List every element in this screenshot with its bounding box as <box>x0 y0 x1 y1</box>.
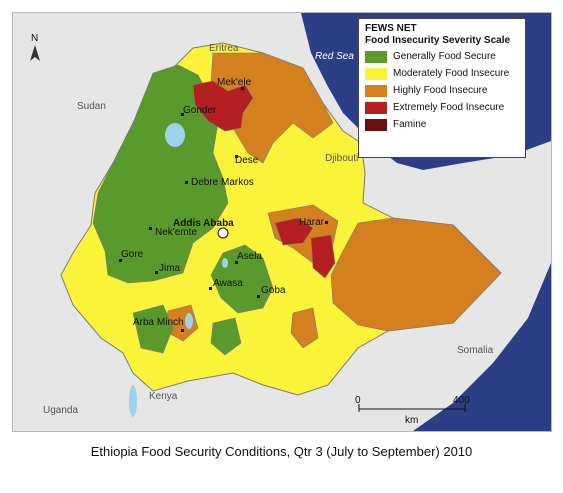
zone-extreme-east-b <box>310 234 336 279</box>
lake-abaya <box>185 313 193 329</box>
svg-text:Gore: Gore <box>121 249 144 260</box>
label-djibouti: Djibouti <box>325 153 358 164</box>
legend-swatch <box>365 101 387 114</box>
indian-ocean <box>413 263 551 431</box>
svg-text:N: N <box>31 33 38 44</box>
label-somalia: Somalia <box>457 345 494 356</box>
city-asela: Asela <box>235 251 262 264</box>
legend-label: Moderately Food Insecure <box>393 68 510 79</box>
legend: FEWS NET Food Insecurity Severity Scale … <box>358 18 526 158</box>
legend-swatch <box>365 84 387 97</box>
svg-text:Harar: Harar <box>299 217 325 228</box>
svg-text:0: 0 <box>355 395 361 406</box>
label-sudan: Sudan <box>77 101 106 112</box>
zone-highly-south <box>290 307 319 349</box>
zone-secure-minor <box>210 317 242 356</box>
legend-item: Extremely Food Insecure <box>365 100 519 115</box>
city-goba: Goba <box>257 285 286 298</box>
map-caption: Ethiopia Food Security Conditions, Qtr 3… <box>90 444 473 459</box>
zone-secure-southwest <box>132 304 174 354</box>
legend-title-line2: Food Insecurity Severity Scale <box>365 35 511 46</box>
svg-text:400: 400 <box>453 395 470 406</box>
svg-text:Goba: Goba <box>261 285 286 296</box>
svg-text:km: km <box>405 415 418 426</box>
label-uganda: Uganda <box>43 405 78 416</box>
city-mekele: Mek'ele <box>217 77 252 90</box>
legend-item: Famine <box>365 117 519 132</box>
svg-text:Gonder: Gonder <box>183 105 217 116</box>
legend-item: Highly Food Insecure <box>365 83 519 98</box>
legend-swatch <box>365 118 387 131</box>
lake-ziway <box>222 258 228 268</box>
label-eritrea: Eritrea <box>209 43 239 54</box>
lake-turkana <box>129 385 137 417</box>
city-awasa: Awasa <box>209 278 243 290</box>
zone-extreme-north <box>192 80 254 132</box>
label-kenya: Kenya <box>149 391 178 402</box>
legend-item: Generally Food Secure <box>365 49 519 64</box>
city-jima: Jima <box>155 263 181 274</box>
city-arba-minch: Arba Minch <box>133 317 184 332</box>
city-harar: Harar <box>299 217 328 228</box>
svg-text:Jima: Jima <box>159 263 181 274</box>
legend-label: Extremely Food Insecure <box>393 102 505 113</box>
lake-tana <box>165 123 185 147</box>
legend-swatch <box>365 67 387 80</box>
svg-text:Addis Ababa: Addis Ababa <box>173 218 234 229</box>
svg-text:Arba Minch: Arba Minch <box>133 317 184 328</box>
city-debre-markos: Debre Markos <box>185 177 254 188</box>
zone-highly-east <box>330 217 502 332</box>
city-gore: Gore <box>119 249 144 262</box>
city-dese: Dese <box>235 155 259 166</box>
legend-item: Moderately Food Insecure <box>365 66 519 81</box>
legend-label: Highly Food Insecure <box>393 85 488 96</box>
city-addis-ababa: Addis Ababa <box>173 218 234 239</box>
north-arrow: N <box>30 33 40 61</box>
legend-label: Famine <box>393 119 427 130</box>
label-red-sea: Red Sea <box>315 51 354 62</box>
legend-label: Generally Food Secure <box>393 51 496 62</box>
svg-text:Awasa: Awasa <box>213 278 243 289</box>
legend-title-line1: FEWS NET <box>365 23 417 34</box>
zone-extreme-east-a <box>274 217 314 246</box>
svg-text:Asela: Asela <box>237 251 262 262</box>
city-gonder: Gonder <box>181 105 217 116</box>
svg-text:Debre Markos: Debre Markos <box>191 177 254 188</box>
svg-text:Mek'ele: Mek'ele <box>217 77 252 88</box>
svg-text:Dese: Dese <box>235 155 259 166</box>
legend-swatch <box>365 50 387 63</box>
scale-bar: 0 400 km <box>355 395 470 426</box>
svg-text:Nek'emte: Nek'emte <box>155 227 197 238</box>
city-nekemte: Nek'emte <box>149 227 197 238</box>
